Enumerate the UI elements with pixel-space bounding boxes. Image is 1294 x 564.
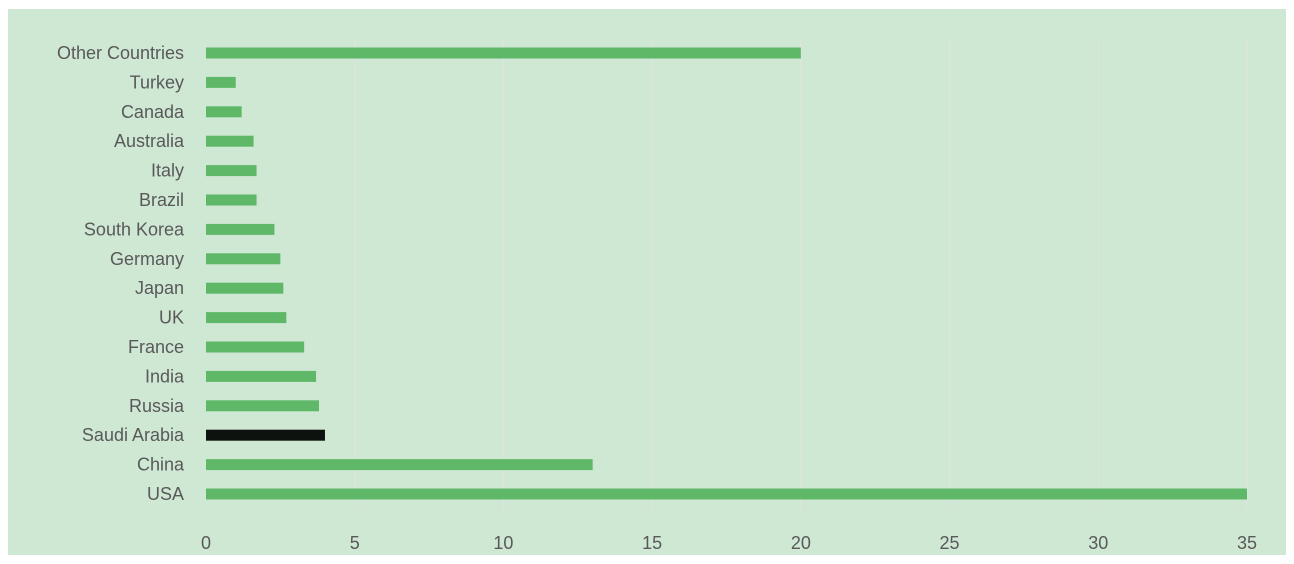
bar-turkey [206, 76, 236, 88]
category-label: Brazil [139, 190, 184, 210]
bar-india [206, 370, 317, 382]
category-label: Canada [121, 102, 185, 122]
x-axis-ticks: 0 5 10 15 20 25 30 35 [201, 533, 1257, 553]
bar-russia [206, 400, 320, 412]
bars [206, 47, 1247, 500]
x-tick-label: 0 [201, 533, 211, 553]
category-label: Germany [110, 249, 184, 269]
category-label: France [128, 337, 184, 357]
x-tick-label: 10 [493, 533, 513, 553]
bar-usa [206, 488, 1247, 500]
x-tick-label: 5 [350, 533, 360, 553]
bar-italy [206, 165, 257, 177]
category-label: Turkey [130, 72, 184, 92]
bar-south-korea [206, 223, 275, 235]
category-label: Italy [151, 161, 184, 181]
bar-china [206, 459, 593, 471]
x-tick-label: 30 [1088, 533, 1108, 553]
category-label: India [145, 366, 185, 386]
category-label: UK [159, 308, 184, 328]
bar-saudi-arabia [206, 429, 325, 441]
category-label: Other Countries [57, 43, 184, 63]
x-tick-label: 15 [642, 533, 662, 553]
bar-chart: USA China Saudi Arabia Russia India France UK J… [8, 9, 1286, 555]
category-label: South Korea [84, 219, 185, 239]
bar-france [206, 341, 305, 353]
category-labels: USA China Saudi Arabia Russia India France UK J… [57, 43, 185, 504]
bar-japan [206, 282, 284, 294]
category-label: Australia [114, 131, 185, 151]
bar-canada [206, 106, 242, 118]
bar-uk [206, 312, 287, 324]
x-tick-label: 20 [791, 533, 811, 553]
bar-other-countries [206, 47, 801, 59]
category-label: USA [147, 484, 184, 504]
x-tick-label: 25 [940, 533, 960, 553]
category-label: Russia [129, 396, 185, 416]
bar-australia [206, 135, 254, 147]
bar-germany [206, 253, 281, 265]
category-label: China [137, 455, 185, 475]
category-label: Japan [135, 278, 184, 298]
category-label: Saudi Arabia [82, 425, 185, 445]
chart-background [8, 9, 1286, 555]
x-tick-label: 35 [1237, 533, 1257, 553]
gridlines [354, 39, 1248, 509]
bar-brazil [206, 194, 257, 206]
